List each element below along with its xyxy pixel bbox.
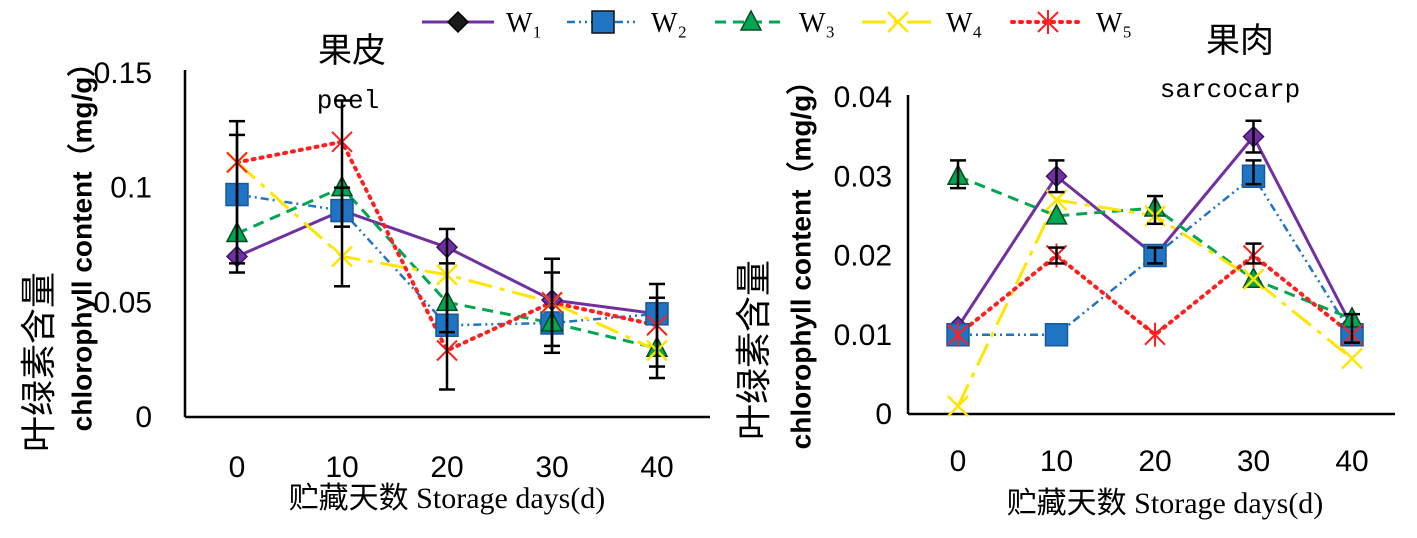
y-axis-label: chlorophyll content（mg/g） — [65, 49, 97, 432]
series-line-w2 — [958, 175, 1354, 336]
legend-triangle-marker — [739, 9, 763, 31]
x-tick-label: 20 — [430, 451, 463, 484]
x-tick-label: 40 — [1335, 445, 1368, 478]
legend-item-w3: W₃ — [715, 8, 835, 39]
y-tick-label: 0.05 — [94, 286, 152, 319]
y-tick-label: 0.01 — [834, 319, 892, 352]
legend-label-w2: W₂ — [651, 8, 687, 39]
y-tick-label: 0.02 — [834, 240, 892, 273]
y-axis-label: chlorophyll content（mg/g） — [784, 67, 816, 450]
point-w3-day-10 — [1045, 203, 1068, 225]
error-bar — [1245, 159, 1262, 186]
legend-asterisk-marker — [1037, 10, 1059, 34]
x-tick-label: 0 — [229, 451, 246, 484]
y-tick-label: 0.03 — [834, 160, 892, 193]
chart-sarcocarp: 果肉 sarcocarp 贮藏天数 Storage days(d) 叶绿素含量 chlo… — [734, 21, 1395, 520]
error-bar — [1147, 246, 1163, 265]
legend-item-w4: W₄ — [862, 8, 982, 39]
legend-diamond-marker — [446, 10, 470, 34]
point-w4-day-10 — [1045, 189, 1068, 211]
chart-title: 果肉 — [1206, 21, 1274, 61]
y-tick-label: 0.04 — [834, 81, 892, 114]
y-tick-label: 0 — [135, 401, 152, 434]
x-tick-label: 20 — [1138, 445, 1171, 478]
legend-item-w5: W₅ — [1010, 8, 1132, 39]
point-w5-day-0 — [947, 322, 969, 347]
error-bar — [950, 159, 966, 190]
point-w4-day-40 — [1341, 347, 1363, 370]
legend-item-w2: W₂ — [567, 8, 687, 39]
series-line-w5 — [235, 139, 659, 353]
legend-x-marker — [887, 11, 909, 33]
legend: W₁ W₂ W₃ W₄ W₅ — [422, 8, 1132, 39]
x-tick-label: 10 — [1040, 445, 1073, 478]
legend-label-w1: W₁ — [506, 8, 542, 39]
chart-title: 果皮 — [318, 31, 386, 71]
error-bar — [544, 271, 560, 348]
y-axis-label-cn: 叶绿素含量 — [734, 260, 775, 440]
x-tick-label: 10 — [325, 451, 358, 484]
x-axis-label: 贮藏天数 Storage days(d) — [289, 482, 606, 515]
error-bar — [334, 186, 350, 228]
error-bar — [1048, 246, 1065, 265]
error-bar — [439, 262, 455, 334]
chart-subtitle: sarcocarp — [1160, 75, 1300, 105]
y-tick-label: 0 — [875, 398, 892, 431]
error-bar — [1147, 194, 1163, 226]
legend-label-w3: W₃ — [799, 8, 835, 39]
y-tick-label: 0.15 — [94, 57, 152, 90]
series-line-w4 — [956, 198, 1353, 407]
error-bar — [229, 133, 245, 265]
y-tick-label: 0.1 — [110, 172, 152, 205]
error-bar — [1344, 312, 1360, 344]
x-tick-label: 40 — [640, 451, 673, 484]
legend-square-marker — [591, 10, 615, 34]
point-w4-day-30 — [1242, 268, 1265, 291]
point-w5-day-20 — [1144, 322, 1166, 347]
error-bar — [1245, 119, 1262, 154]
point-w4-day-0 — [947, 395, 969, 417]
series-line-w1 — [956, 135, 1354, 328]
error-bar — [1048, 159, 1065, 194]
legend-label-w4: W₄ — [946, 8, 982, 39]
legend-label-w5: W₅ — [1096, 8, 1132, 39]
x-tick-label: 0 — [950, 445, 967, 478]
y-axis-label-cn: 叶绿素含量 — [19, 272, 60, 452]
x-tick-label: 30 — [1237, 445, 1270, 478]
x-tick-label: 30 — [535, 451, 568, 484]
point-w2-day-10 — [1044, 323, 1069, 347]
error-bar — [649, 296, 665, 368]
legend-item-w1: W₁ — [422, 8, 542, 39]
x-axis-label: 贮藏天数 Storage days(d) — [1007, 487, 1324, 520]
error-bar — [1245, 242, 1262, 265]
